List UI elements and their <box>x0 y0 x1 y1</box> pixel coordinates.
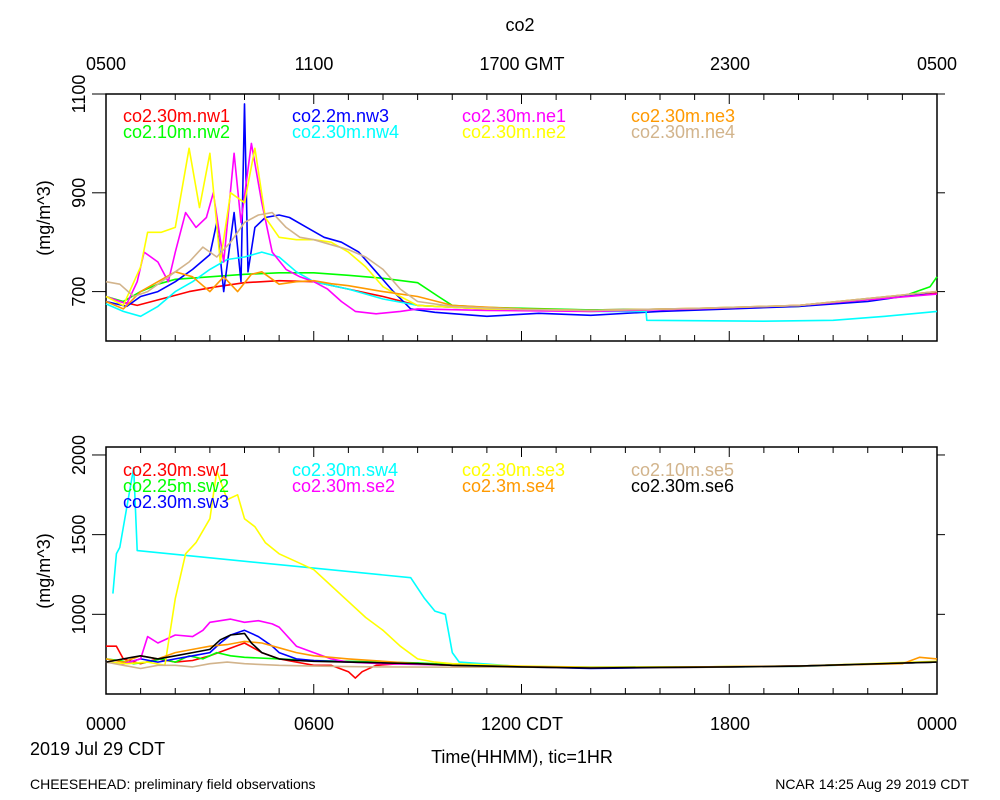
legend-entry: co2.30m.ne1 <box>462 106 566 126</box>
legend-entry: co2.30m.ne2 <box>462 122 566 142</box>
top-panel-series <box>105 103 938 323</box>
y-tick-label: 1500 <box>69 515 89 555</box>
y-tick-label: 900 <box>69 178 89 208</box>
top-y-axis-label: (mg/m^3) <box>34 180 54 255</box>
top-axis-label: 1100 <box>295 54 334 74</box>
series-line-co2-3m-se4 <box>105 640 938 669</box>
legend-entry: co2.2m.nw3 <box>292 106 389 126</box>
bottom-axis-label: 1800 <box>710 714 750 734</box>
footer-left: CHEESEHEAD: preliminary field observatio… <box>30 776 316 792</box>
bottom-panel-ticks: 1000 1500 2000 <box>69 435 945 694</box>
x-axis-label: Time(HHMM), tic=1HR <box>431 747 613 767</box>
figure-title: co2 <box>505 15 534 35</box>
bottom-y-axis-label: (mg/m^3) <box>34 533 54 608</box>
top-panel-legend: co2.30m.nw1co2.10m.nw2co2.2m.nw3co2.30m.… <box>123 106 735 142</box>
bottom-axis-label: 0600 <box>294 714 334 734</box>
series-line-co2-30m-sw4 <box>112 466 938 669</box>
footer-right: NCAR 14:25 Aug 29 2019 CDT <box>775 776 969 792</box>
top-axis-label: 2300 <box>710 54 750 74</box>
bottom-panel-series <box>105 466 938 679</box>
y-tick-label: 1100 <box>69 75 89 114</box>
y-tick-label: 1000 <box>69 594 89 634</box>
bottom-axis-labels: 0000 0600 1200 CDT 1800 0000 <box>86 714 957 734</box>
y-tick-label: 2000 <box>69 435 89 475</box>
legend-entry: co2.30m.ne3 <box>631 106 735 126</box>
bottom-axis-label: 0000 <box>917 714 957 734</box>
date-label: 2019 Jul 29 CDT <box>30 739 165 759</box>
legend-entry: co2.30m.se6 <box>631 476 734 496</box>
legend-entry: co2.10m.nw2 <box>123 122 230 142</box>
legend-entry: co2.30m.ne4 <box>631 122 735 142</box>
legend-entry: co2.25m.sw2 <box>123 476 229 496</box>
top-axis-label: 0500 <box>86 54 126 74</box>
legend-entry: co2.3m.se4 <box>462 476 555 496</box>
series-line-co2-30m-sw1 <box>106 642 938 679</box>
bottom-axis-label: 0000 <box>86 714 126 734</box>
legend-entry: co2.10m.se5 <box>631 460 734 480</box>
series-line-co2-30m-se6 <box>105 632 938 669</box>
legend-entry: co2.30m.nw1 <box>123 106 230 126</box>
top-panel-ticks: 700 900 1100 <box>69 75 945 341</box>
legend-entry: co2.30m.se3 <box>462 460 565 480</box>
legend-entry: co2.30m.nw4 <box>292 122 399 142</box>
top-axis-labels: 0500 1100 1700 GMT 2300 0500 <box>86 54 957 74</box>
legend-entry: co2.30m.sw4 <box>292 460 398 480</box>
series-line-co2-30m-ne1 <box>105 142 938 315</box>
series-line-co2-30m-se3 <box>105 470 938 669</box>
series-line-co2-2m-nw3 <box>105 103 938 318</box>
series-line-co2-30m-ne2 <box>105 147 938 312</box>
y-tick-label: 700 <box>69 277 89 307</box>
bottom-axis-label: 1200 CDT <box>481 714 563 734</box>
top-axis-label: 1700 GMT <box>479 54 564 74</box>
series-line-co2-30m-ne4 <box>105 211 938 312</box>
legend-entry: co2.30m.sw1 <box>123 460 229 480</box>
legend-entry: co2.30m.sw3 <box>123 492 229 512</box>
legend-entry: co2.30m.se2 <box>292 476 395 496</box>
top-axis-label: 0500 <box>917 54 957 74</box>
